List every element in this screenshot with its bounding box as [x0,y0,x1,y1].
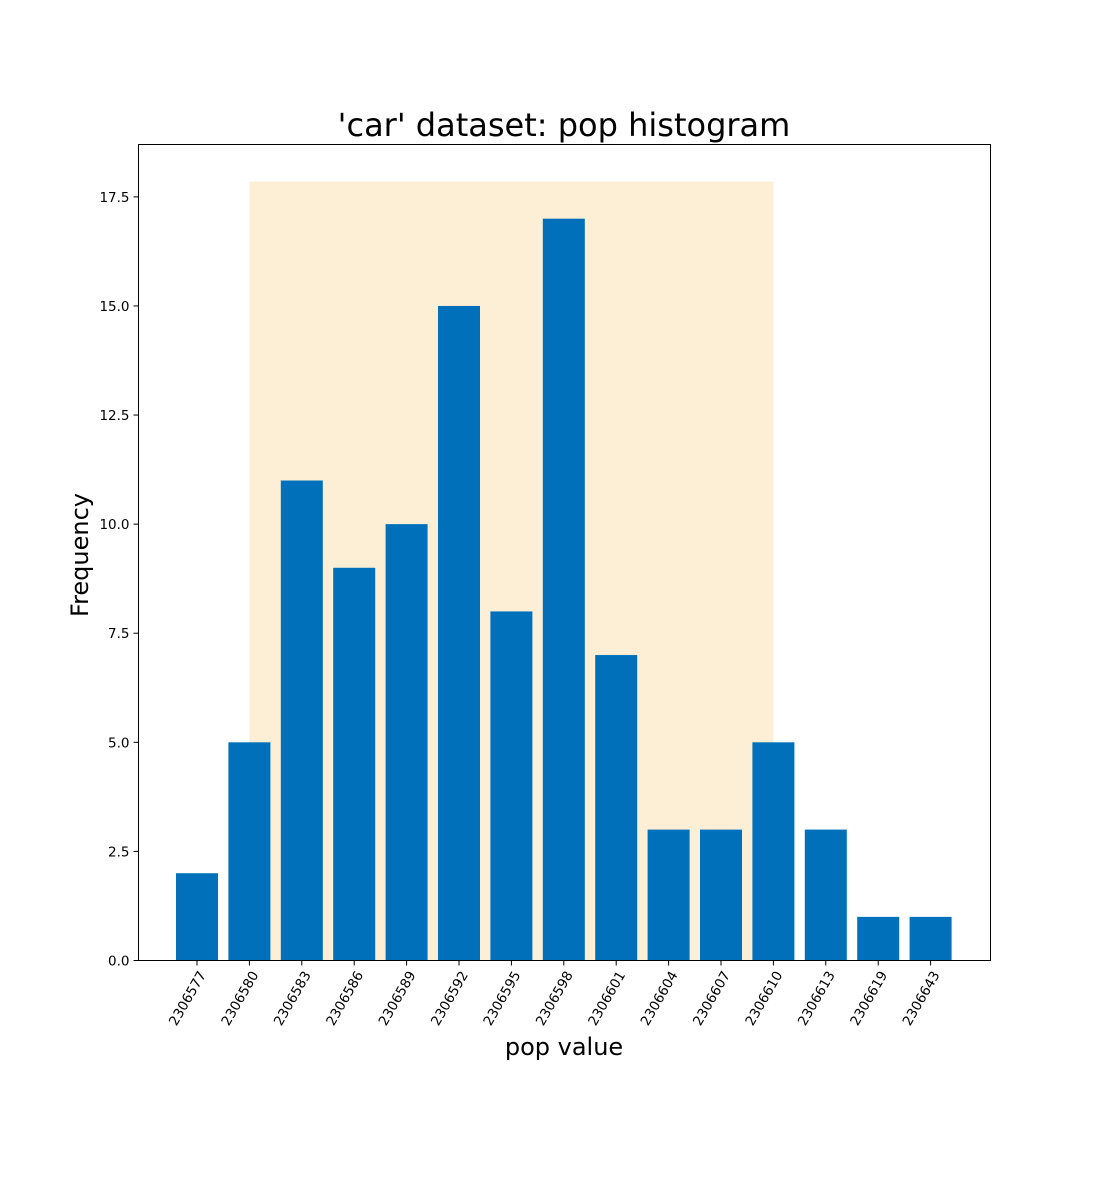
bar-2306598 [542,218,585,961]
y-tick-label: 0.0 [108,954,129,970]
bar-2306607 [700,829,742,961]
y-tick-label: 12.5 [99,408,129,424]
y-tick-label: 5.0 [108,735,129,751]
bar-2306592 [438,305,480,961]
y-tick-label: 7.5 [108,626,129,642]
bar-2306577 [176,873,218,961]
bar-2306604 [647,829,690,961]
bar-2306619 [857,916,900,961]
bar-2306610 [752,742,795,961]
plot-area-frame [138,144,991,961]
bar-2306595 [490,611,533,961]
bar-2306613 [804,829,847,961]
bar-2306586 [333,567,376,961]
y-tick-label: 2.5 [108,844,129,860]
bar-2306589 [385,524,428,961]
y-axis-ticks: 0.0 2.5 5.0 7.5 10.0 12.5 15.0 17.5 [99,190,139,970]
y-tick-label: 17.5 [99,190,129,206]
y-tick-label: 15.0 [99,299,129,315]
y-axis-label: Frequency [66,493,94,617]
chart-title: 'car' dataset: pop histogram [338,106,791,144]
bar-2306643 [909,916,952,961]
y-tick-label: 10.0 [99,517,129,533]
x-axis-label: pop value [505,1033,623,1061]
bar-2306601 [595,655,638,961]
bar-2306583 [280,480,323,961]
bars-layer [176,218,952,961]
bar-2306580 [228,742,271,961]
